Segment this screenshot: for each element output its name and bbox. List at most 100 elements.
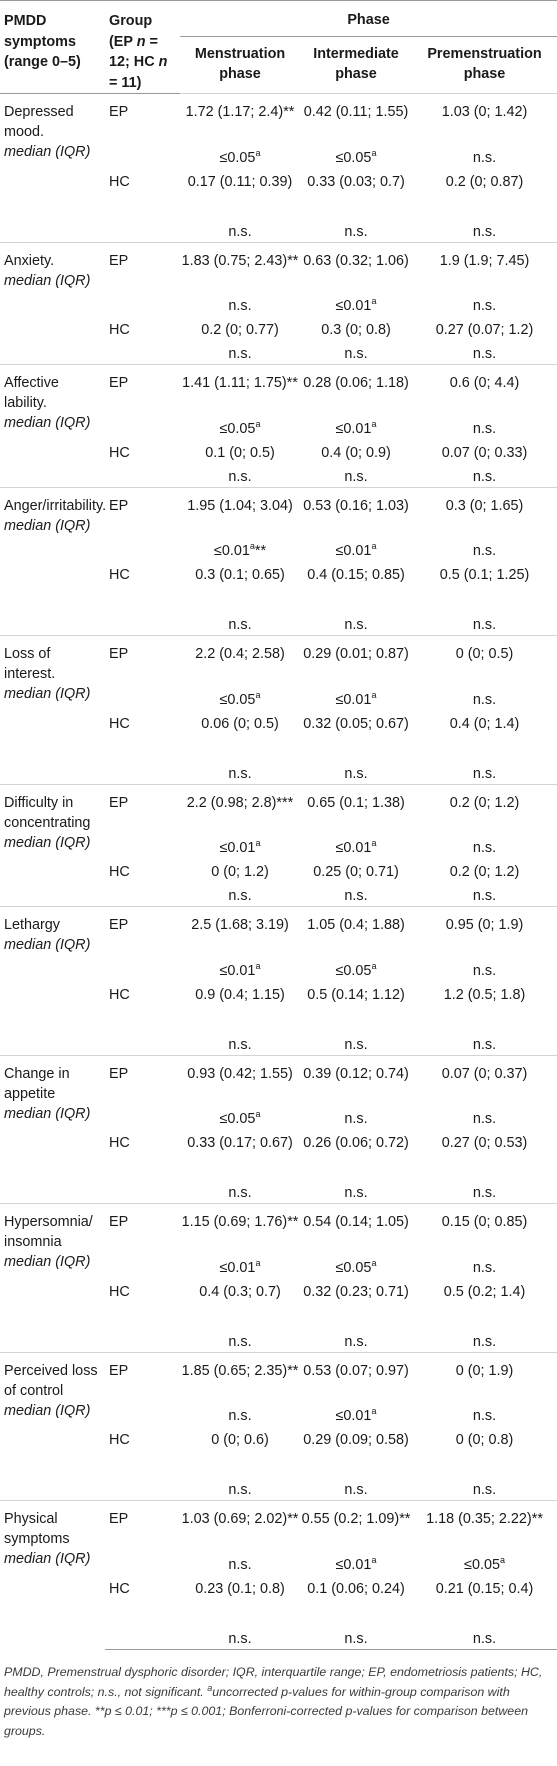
value-text: n.s. bbox=[228, 1036, 252, 1053]
value-text: n.s. bbox=[344, 617, 368, 633]
value-text: n.s. bbox=[228, 1408, 252, 1424]
group-cell: HC bbox=[109, 444, 130, 461]
value-text: 1.03 (0.69; 2.02)** bbox=[181, 1511, 299, 1527]
value-text: ≤0.05a bbox=[219, 147, 261, 166]
value-cell: ≤0.01a bbox=[300, 1551, 412, 1575]
value-text: 0.32 (0.23; 0.71) bbox=[303, 1283, 409, 1300]
value-text: n.s. bbox=[228, 1482, 252, 1498]
value-cell: 0.5 (0.1; 1.25) bbox=[412, 561, 557, 611]
header-intermediate-phase: Intermediate phase bbox=[300, 35, 412, 94]
value-cell: 0.3 (0.1; 0.65) bbox=[180, 561, 300, 611]
header-menstruation-phase: Menstruation phase bbox=[180, 35, 300, 94]
value-text: n.s. bbox=[472, 888, 497, 904]
median-iqr-label: median (IQR) bbox=[4, 1254, 91, 1270]
value-text: n.s. bbox=[472, 468, 497, 485]
symptom-cell: Change in appetite median (IQR) bbox=[0, 1054, 105, 1204]
table-row: n.s. n.s. n.s. bbox=[0, 1476, 557, 1501]
value-text: 0 (0; 0.8) bbox=[455, 1432, 514, 1448]
value-cell: n.s. bbox=[412, 1476, 557, 1501]
value-text: n.s. bbox=[344, 1111, 368, 1127]
group-cell: EP bbox=[105, 1351, 180, 1402]
group-cell bbox=[105, 1402, 180, 1426]
group-cell: EP bbox=[105, 241, 180, 292]
value-text: 1.03 (0; 1.42) bbox=[441, 104, 528, 120]
value-text: n.s. bbox=[472, 1111, 497, 1127]
value-text: 0.23 (0.1; 0.8) bbox=[195, 1580, 285, 1597]
value-cell: 0.33 (0.17; 0.67) bbox=[180, 1129, 300, 1179]
table-row: HC 0.2 (0; 0.77) 0.3 (0; 0.8) 0.27 (0.07; 1… bbox=[0, 316, 557, 340]
table-row: Change in appetite median (IQR) EP 0.93 (0.… bbox=[0, 1054, 557, 1204]
value-text: 0.15 (0; 0.85) bbox=[441, 1214, 528, 1230]
value-text: 0.28 (0.06; 1.18) bbox=[303, 375, 409, 391]
header-phase: Phase bbox=[347, 12, 390, 28]
value-cell: ≤0.01a bbox=[180, 834, 300, 858]
value-text: n.s. bbox=[344, 468, 368, 485]
group-cell: HC bbox=[109, 864, 130, 880]
table-row: Depressed mood. median (IQR) EP 1.72 (1.17;… bbox=[0, 93, 557, 242]
value-text: ≤0.01a bbox=[335, 418, 377, 437]
table-row: n.s. n.s. n.s. bbox=[0, 340, 557, 365]
value-cell: 0 (0; 0.8) bbox=[412, 1426, 557, 1476]
value-text: n.s. bbox=[472, 543, 497, 559]
median-iqr-label: median (IQR) bbox=[4, 272, 91, 289]
value-cell: 1.41 (1.11; 1.75)** bbox=[180, 364, 300, 415]
group-cell bbox=[105, 415, 180, 439]
value-text: 0.1 (0; 0.5) bbox=[205, 444, 275, 461]
value-cell: 0.26 (0.06; 0.72) bbox=[300, 1129, 412, 1179]
table-row: ≤0.01a ≤0.05a n.s. bbox=[0, 1254, 557, 1278]
value-cell: n.s. bbox=[300, 611, 412, 636]
value-cell: 0.53 (0.16; 1.03) bbox=[300, 486, 412, 537]
value-text: n.s. bbox=[472, 1036, 497, 1053]
value-cell: n.s. bbox=[412, 218, 557, 243]
value-cell: 0.4 (0.3; 0.7) bbox=[180, 1278, 300, 1328]
value-text: n.s. bbox=[472, 1630, 497, 1647]
symptom-cell: Hypersomnia/ insomnia median (IQR) bbox=[0, 1203, 105, 1352]
value-cell: 0.53 (0.07; 0.97) bbox=[300, 1351, 412, 1402]
value-cell: 0.5 (0.2; 1.4) bbox=[412, 1278, 557, 1328]
value-cell: 0.29 (0.01; 0.87) bbox=[300, 635, 412, 686]
value-text: ≤0.01a** bbox=[213, 541, 267, 559]
value-text: n.s. bbox=[472, 298, 497, 314]
group-cell: HC bbox=[109, 1283, 130, 1300]
median-iqr-label: median (IQR) bbox=[4, 517, 91, 534]
symptom-cell: Physical symptoms median (IQR) bbox=[0, 1500, 105, 1649]
value-text: ≤0.05a bbox=[335, 960, 377, 979]
value-cell: n.s. bbox=[180, 1624, 300, 1650]
value-cell: 0.2 (0; 0.77) bbox=[180, 316, 300, 340]
table-row: Physical symptoms median (IQR) EP 1.03 (0.6… bbox=[0, 1500, 557, 1649]
value-cell: ≤0.05a bbox=[180, 1105, 300, 1129]
table-row: HC 0.33 (0.17; 0.67) 0.26 (0.06; 0.72) 0.27… bbox=[0, 1129, 557, 1179]
value-text: 0.5 (0.14; 1.12) bbox=[307, 986, 405, 1003]
group-cell bbox=[105, 537, 180, 561]
value-text: 0 (0; 0.5) bbox=[455, 646, 514, 662]
symptom-cell: Anger/irritability. median (IQR) bbox=[0, 486, 106, 636]
value-text: 0.2 (0; 1.2) bbox=[449, 794, 520, 811]
value-cell: ≤0.05a bbox=[180, 415, 300, 439]
value-text: 1.15 (0.69; 1.76)** bbox=[181, 1214, 299, 1230]
value-text: 1.95 (1.04; 3.04) bbox=[187, 497, 293, 514]
table-row: Difficulty in concentrating median (IQR) E… bbox=[0, 783, 557, 907]
value-cell: ≤0.01a bbox=[300, 415, 412, 439]
value-text: 0.07 (0; 0.33) bbox=[441, 444, 528, 461]
group-cell bbox=[105, 882, 180, 907]
group-cell: EP bbox=[105, 1203, 180, 1254]
value-cell: n.s. bbox=[300, 760, 412, 785]
value-text: n.s. bbox=[228, 1185, 252, 1201]
value-cell: 0.9 (0.4; 1.15) bbox=[180, 981, 300, 1031]
value-cell: n.s. bbox=[300, 340, 412, 365]
group-cell: EP bbox=[105, 486, 180, 537]
value-text: n.s. bbox=[472, 1185, 497, 1201]
table-row: n.s. ≤0.01a n.s. bbox=[0, 292, 557, 316]
value-cell: 0.23 (0.1; 0.8) bbox=[180, 1575, 300, 1625]
value-cell: ≤0.01a bbox=[300, 834, 412, 858]
value-cell: 1.03 (0.69; 2.02)** bbox=[180, 1500, 300, 1551]
group-cell bbox=[105, 760, 180, 785]
group-cell: HC bbox=[109, 1432, 130, 1448]
value-cell: ≤0.01a bbox=[180, 957, 300, 981]
table-row: n.s. ≤0.01a n.s. bbox=[0, 1402, 557, 1426]
symptom-cell: Loss of interest. median (IQR) bbox=[0, 635, 105, 784]
table-row: Hypersomnia/ insomnia median (IQR) EP 1.15 … bbox=[0, 1203, 557, 1352]
value-text: 1.05 (0.4; 1.88) bbox=[307, 917, 405, 933]
value-text: n.s. bbox=[344, 1333, 368, 1350]
